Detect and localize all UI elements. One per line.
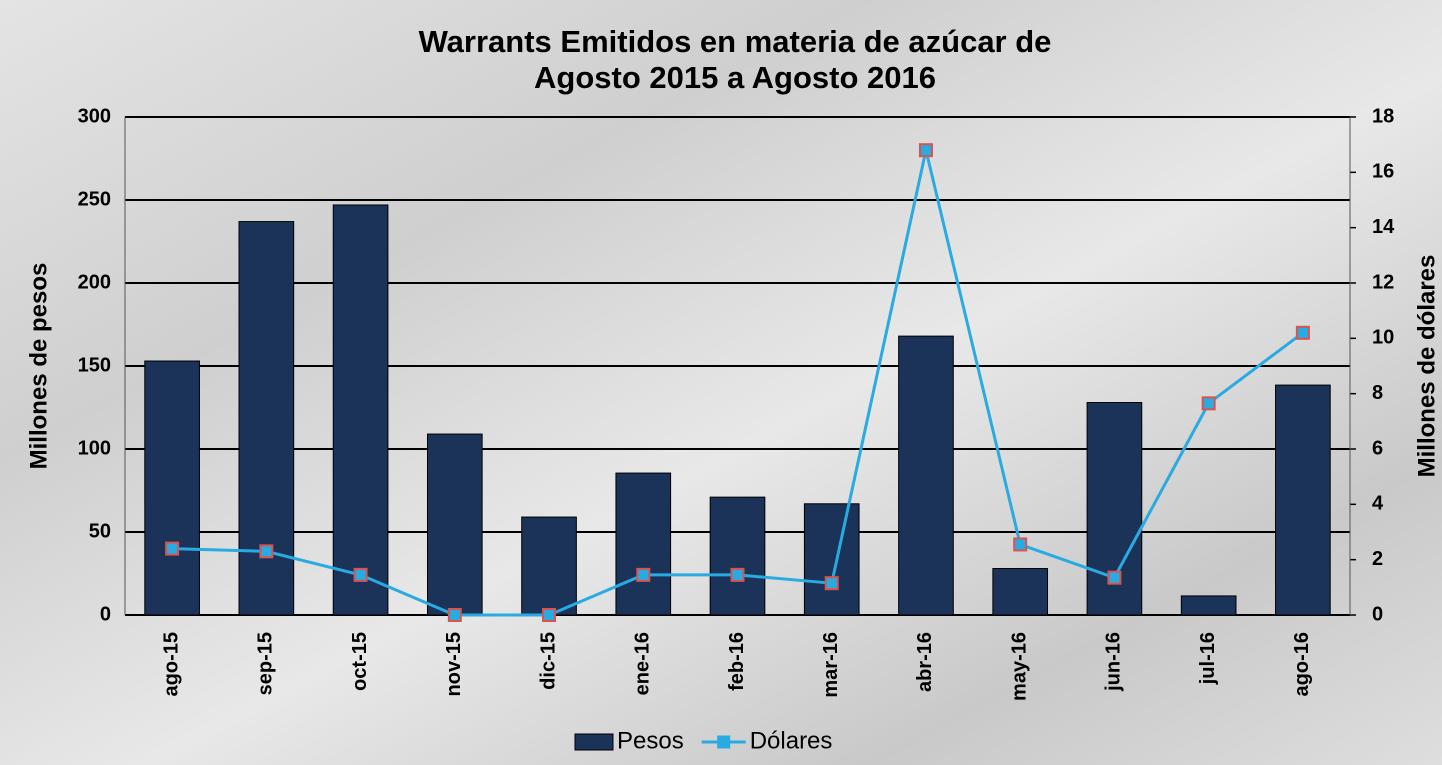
y2-tick-label: 12 bbox=[1372, 271, 1394, 293]
x-tick-label: feb-16 bbox=[726, 632, 748, 691]
y-tick-label: 200 bbox=[78, 271, 111, 293]
x-tick-label: jul-16 bbox=[1197, 632, 1219, 685]
y-tick-label: 250 bbox=[78, 188, 111, 210]
y2-tick-label: 8 bbox=[1372, 382, 1383, 404]
y-tick-label: 0 bbox=[100, 603, 111, 625]
y-tick-label: 300 bbox=[78, 105, 111, 127]
marker bbox=[1013, 537, 1028, 552]
x-tick-label: jun-16 bbox=[1103, 632, 1125, 692]
marker bbox=[1295, 325, 1310, 340]
marker bbox=[824, 576, 839, 591]
legend-label: Pesos bbox=[617, 727, 684, 754]
marker bbox=[730, 567, 745, 582]
y-axis-label: Millones de pesos bbox=[25, 263, 52, 470]
chart-title: Agosto 2015 a Agosto 2016 bbox=[534, 60, 936, 95]
y2-tick-label: 14 bbox=[1372, 216, 1395, 238]
bar bbox=[332, 204, 389, 616]
marker bbox=[447, 608, 462, 622]
y2-tick-label: 18 bbox=[1372, 105, 1394, 127]
bar bbox=[803, 503, 860, 616]
x-tick-label: may-16 bbox=[1008, 632, 1030, 701]
marker bbox=[1107, 570, 1122, 585]
bar bbox=[992, 568, 1049, 616]
x-tick-label: ene-16 bbox=[632, 632, 654, 695]
y2-tick-label: 6 bbox=[1372, 437, 1383, 459]
bar bbox=[1275, 384, 1331, 616]
bar bbox=[709, 496, 766, 616]
bar bbox=[1180, 595, 1237, 616]
y-tick-label: 50 bbox=[89, 520, 111, 542]
bar bbox=[426, 433, 483, 616]
bar bbox=[521, 516, 577, 616]
marker bbox=[636, 567, 651, 582]
marker bbox=[165, 541, 180, 556]
y2-tick-label: 4 bbox=[1372, 493, 1384, 515]
y2-tick-label: 16 bbox=[1372, 161, 1394, 183]
x-tick-label: mar-16 bbox=[820, 632, 842, 698]
bar bbox=[898, 335, 954, 616]
x-tick-label: sep-15 bbox=[255, 632, 277, 695]
y2-axis-label: Millones de dólares bbox=[1413, 255, 1440, 478]
bar bbox=[615, 472, 672, 616]
marker bbox=[542, 608, 557, 622]
y2-tick-label: 10 bbox=[1372, 327, 1394, 349]
legend-label: Dólares bbox=[750, 727, 833, 754]
x-tick-label: abr-16 bbox=[914, 632, 936, 692]
x-tick-label: ago-16 bbox=[1291, 632, 1313, 696]
legend-swatch bbox=[717, 735, 731, 749]
x-tick-label: dic-15 bbox=[537, 632, 559, 690]
marker bbox=[918, 143, 933, 158]
y-tick-label: 150 bbox=[78, 354, 111, 376]
x-tick-label: ago-15 bbox=[160, 632, 182, 696]
bar bbox=[144, 360, 200, 616]
y2-tick-label: 2 bbox=[1372, 548, 1383, 570]
x-tick-label: oct-15 bbox=[349, 632, 371, 691]
chart-title: Warrants Emitidos en materia de azúcar d… bbox=[419, 24, 1052, 59]
legend-swatch bbox=[574, 733, 614, 751]
x-tick-label: nov-15 bbox=[443, 632, 465, 696]
marker bbox=[1201, 396, 1216, 411]
marker bbox=[353, 567, 368, 582]
y2-tick-label: 0 bbox=[1372, 603, 1383, 625]
marker bbox=[259, 544, 274, 559]
y-tick-label: 100 bbox=[78, 437, 111, 459]
